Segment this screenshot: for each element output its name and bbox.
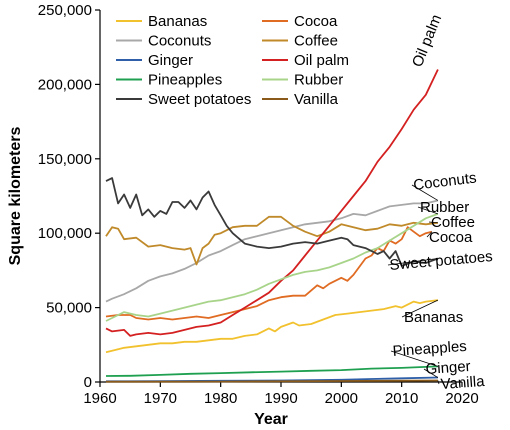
x-tick-label: 1960 [83, 390, 116, 407]
legend-item-oil-palm: Oil palm [262, 52, 349, 69]
y-tick-label: 250,000 [38, 2, 92, 19]
legend-item-pineapples: Pineapples [116, 72, 222, 89]
series-label-ginger: Ginger [425, 358, 471, 378]
legend-item-sweet-potatoes: Sweet potatoes [116, 91, 251, 108]
legend-label: Bananas [148, 13, 207, 30]
series-label-pineapples: Pineapples [392, 338, 467, 360]
series-line-vanilla [105, 379, 438, 383]
y-tick-label: 200,000 [38, 76, 92, 93]
x-axis-title: Year [254, 411, 288, 428]
y-tick-label: 150,000 [38, 151, 92, 168]
legend-item-bananas: Bananas [116, 13, 207, 30]
series-label-leader [417, 206, 438, 215]
series-line-pineapples [105, 365, 438, 377]
y-ticks: 0 50,000 100,000 150,000 200,000 250,000 [38, 2, 100, 391]
series-label-sweet-potatoes: Sweet potatoes [389, 248, 493, 274]
x-tick-label: 2020 [445, 390, 478, 407]
legend-label: Ginger [148, 52, 193, 69]
series-label-rubber: Rubber [420, 199, 469, 216]
series-label-leader [428, 221, 438, 224]
series-label-leader [387, 258, 438, 266]
y-axis-title: Square kilometers [7, 127, 24, 266]
series-label-leader [390, 350, 438, 367]
series-label-leader [411, 184, 439, 201]
legend-label: Oil palm [294, 52, 349, 69]
legend: Bananas Cocoa Coconuts Coffee Ginger Oil palm… [116, 13, 349, 108]
legend-label: Coffee [294, 33, 338, 50]
series-label-leader [437, 380, 440, 385]
x-tick-label: 2010 [385, 390, 418, 407]
series-line-oil-palm [105, 69, 439, 337]
legend-item-vanilla: Vanilla [262, 91, 339, 108]
series-label-oil-palm: Oil palm [409, 12, 445, 69]
series-end-labels: Bananas Cocoa Coconuts Coffee Oil palm Pineap… [387, 12, 493, 393]
legend-label: Coconuts [148, 33, 211, 50]
x-tick-label: 1990 [264, 390, 297, 407]
series-label-cocoa: Cocoa [429, 229, 473, 246]
legend-label: Sweet potatoes [148, 91, 251, 108]
legend-label: Pineapples [148, 72, 222, 89]
series-line-cocoa [105, 226, 433, 321]
series-label-leader [423, 368, 439, 378]
y-tick-label: 100,000 [38, 225, 92, 242]
legend-item-coconuts: Coconuts [116, 33, 211, 50]
series-label-leader [426, 231, 433, 238]
axes: 0 50,000 100,000 150,000 200,000 250,000 1960… [38, 2, 479, 407]
series-label-leader [401, 299, 439, 318]
series-lines [105, 69, 439, 383]
x-tick-label: 1980 [204, 390, 237, 407]
series-line-coffee [105, 215, 439, 266]
series-label-bananas: Bananas [404, 309, 463, 326]
legend-label: Cocoa [294, 13, 338, 30]
series-line-coconuts [105, 199, 439, 303]
legend-item-coffee: Coffee [262, 33, 338, 50]
y-tick-label: 0 [84, 374, 92, 391]
legend-label: Rubber [294, 72, 343, 89]
legend-item-cocoa: Cocoa [262, 13, 338, 30]
series-label-coconuts: Coconuts [412, 169, 477, 194]
series-line-rubber [105, 213, 439, 322]
series-line-bananas [105, 299, 439, 354]
y-tick-label: 50,000 [46, 300, 92, 317]
legend-item-rubber: Rubber [262, 72, 343, 89]
series-label-vanilla: Vanilla [440, 373, 486, 393]
legend-label: Vanilla [294, 91, 339, 108]
x-tick-label: 2000 [325, 390, 358, 407]
legend-item-ginger: Ginger [116, 52, 193, 69]
x-ticks: 1960 1970 1980 1990 2000 2010 2020 [83, 382, 479, 407]
series-line-sweet-potatoes [105, 177, 439, 267]
series-label-coffee: Coffee [431, 214, 475, 231]
x-tick-label: 1970 [144, 390, 177, 407]
